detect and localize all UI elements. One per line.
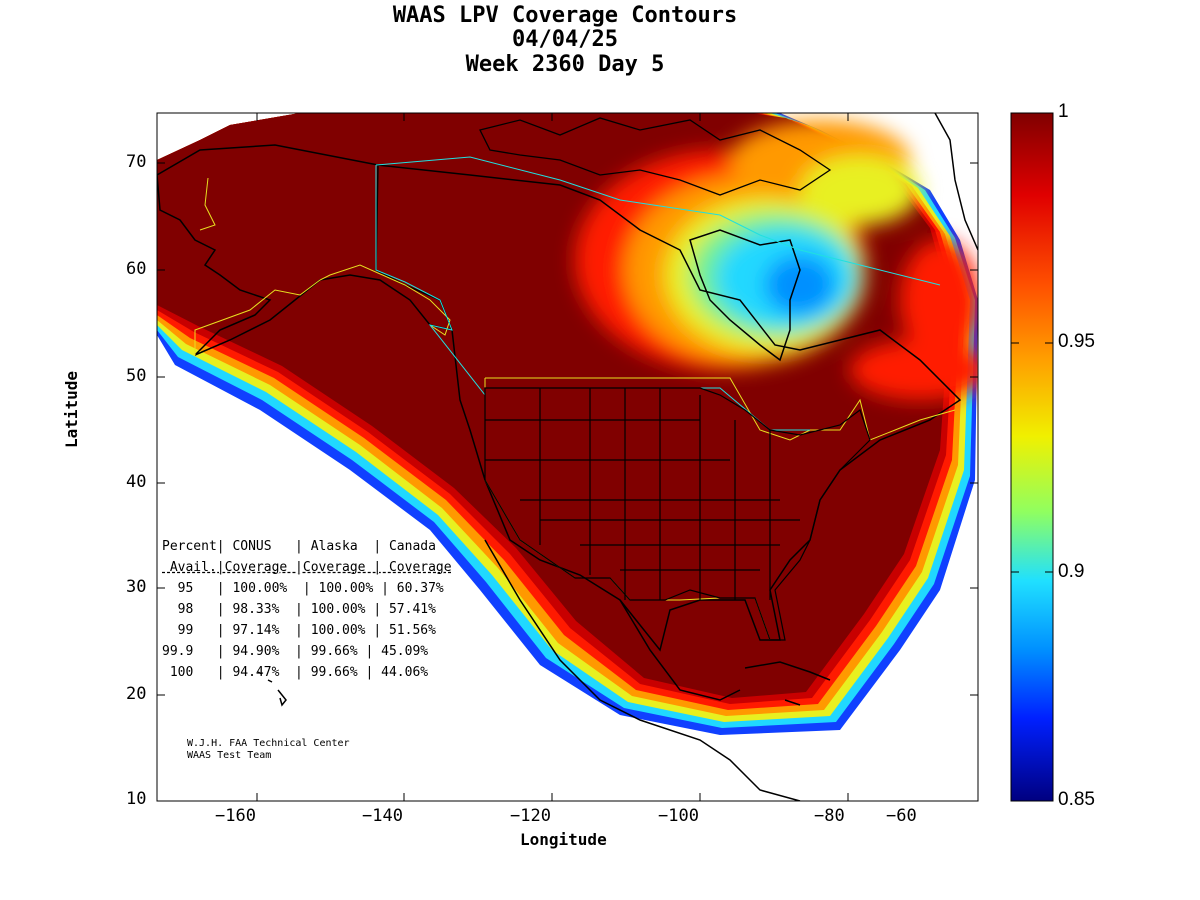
colorbar-tick-label: 0.9 (1058, 561, 1085, 582)
y-tick-label: 20 (126, 684, 147, 704)
table-row: 95 | 100.00% | 100.00% | 60.37% (162, 581, 444, 596)
coverage-contours (157, 113, 978, 801)
y-tick-label: 10 (126, 789, 147, 809)
y-tick-label: 50 (126, 366, 147, 386)
credit-line: WAAS Test Team (187, 750, 272, 761)
x-tick-label: −140 (362, 806, 403, 826)
chart-date: 04/04/25 (512, 27, 618, 52)
x-tick-label: −100 (658, 806, 699, 826)
coverage-table: Percent| CONUS | Alaska | Canada Avail.|… (162, 515, 452, 704)
chart-week: Week 2360 Day 5 (465, 52, 665, 77)
credit-line: W.J.H. FAA Technical Center (187, 738, 350, 749)
axis-ticks (157, 113, 978, 801)
x-tick-label: −80 (814, 806, 845, 826)
y-tick-label: 60 (126, 259, 147, 279)
y-tick-label: 30 (126, 577, 147, 597)
credit-text: W.J.H. FAA Technical Center WAAS Test Te… (187, 738, 350, 762)
x-axis-label: Longitude (520, 830, 607, 849)
table-header-row: Percent| CONUS | Alaska | Canada (162, 539, 436, 554)
x-tick-label: −60 (886, 806, 917, 826)
chart-title: WAAS LPV Coverage Contours (392, 3, 738, 28)
colorbar-tick-label: 1 (1058, 101, 1069, 122)
y-axis-label: Latitude (62, 370, 81, 448)
table-row: 100 | 94.47% | 99.66% | 44.06% (162, 665, 429, 680)
colorbar (1010, 112, 1054, 802)
x-tick-label: −160 (215, 806, 256, 826)
plot-frame (156, 112, 979, 802)
y-tick-label: 40 (126, 472, 147, 492)
colorbar-tick-label: 0.85 (1058, 789, 1095, 810)
x-tick-label: −120 (510, 806, 551, 826)
y-tick-label: 70 (126, 152, 147, 172)
table-row: 99.9 | 94.90% | 99.66% | 45.09% (162, 644, 429, 659)
table-row: 98 | 98.33% | 100.00% | 57.41% (162, 602, 436, 617)
table-header-row: Avail.|Coverage |Coverage | Coverage (162, 560, 452, 575)
table-row: 99 | 97.14% | 100.00% | 51.56% (162, 623, 436, 638)
colorbar-tick-label: 0.95 (1058, 331, 1095, 352)
